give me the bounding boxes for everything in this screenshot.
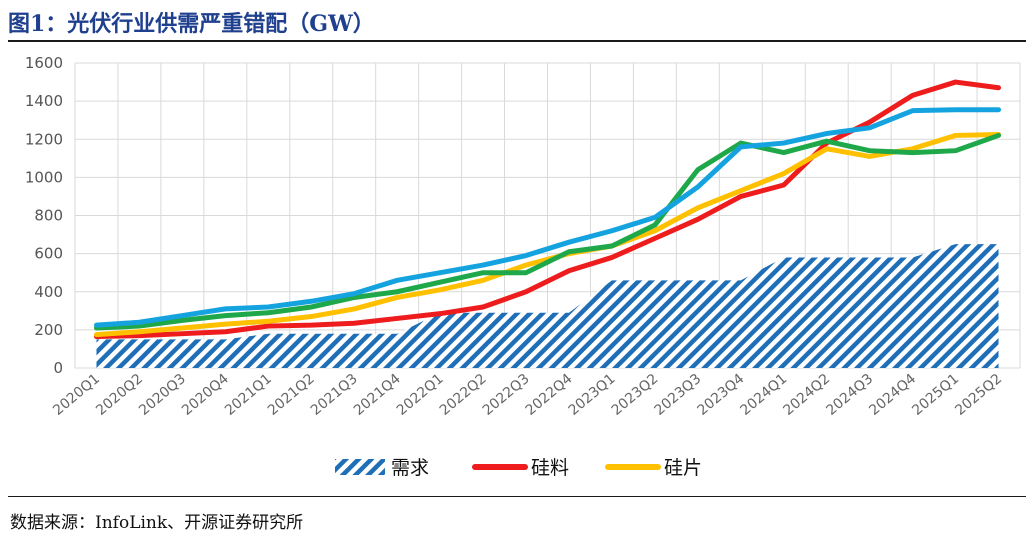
title-divider — [8, 40, 1026, 42]
x-tick-label: 2024Q3 — [823, 371, 876, 419]
x-tick-label: 2023Q2 — [609, 371, 662, 419]
x-tick-label: 2020Q1 — [50, 371, 103, 419]
x-tick-label: 2022Q4 — [523, 371, 576, 419]
legend-swatch-需求 — [335, 459, 385, 475]
footer-divider — [8, 496, 1026, 497]
y-tick-label: 400 — [34, 283, 63, 301]
series-line-硅片 — [93, 131, 1002, 338]
x-tick-label: 2024Q4 — [866, 371, 919, 419]
x-tick-label: 2023Q3 — [652, 371, 705, 419]
y-tick-label: 1400 — [25, 92, 63, 110]
x-tick-label: 2023Q4 — [695, 371, 748, 419]
x-tick-label: 2023Q1 — [566, 371, 619, 419]
x-tick-label: 2022Q1 — [394, 371, 447, 419]
x-tick-label: 2025Q2 — [952, 371, 1005, 419]
x-tick-label: 2024Q2 — [780, 371, 833, 419]
x-tick-label: 2022Q3 — [480, 371, 533, 419]
y-tick-label: 1200 — [25, 130, 63, 148]
series-lines-layer — [93, 79, 1002, 340]
legend-label-硅料: 硅料 — [531, 457, 569, 479]
series-line-电池片 — [93, 132, 1002, 331]
x-tick-label: 2021Q1 — [222, 371, 275, 419]
y-tick-label: 800 — [34, 207, 63, 225]
legend: 需求 硅料 硅片 — [335, 457, 702, 479]
demand-area — [96, 244, 999, 368]
y-tick-label: 1000 — [25, 168, 63, 186]
y-tick-label: 600 — [34, 245, 63, 263]
y-axis: 0 200 400 600 800 1000 1200 1400 1600 — [25, 54, 63, 377]
chart-title: 图1：光伏行业供需严重错配（GW） — [8, 11, 375, 37]
legend-label-硅片: 硅片 — [664, 457, 702, 479]
x-tick-label: 2024Q1 — [737, 371, 790, 419]
y-tick-label: 0 — [53, 359, 63, 377]
legend-label-需求: 需求 — [391, 457, 429, 479]
x-tick-label: 2021Q3 — [308, 371, 361, 419]
y-tick-label: 1600 — [25, 54, 63, 72]
demand-area-layer — [96, 244, 999, 368]
x-tick-label: 2025Q1 — [909, 371, 962, 419]
x-tick-label: 2022Q2 — [437, 371, 490, 419]
x-tick-label: 2020Q2 — [93, 371, 146, 419]
x-tick-label: 2021Q2 — [265, 371, 318, 419]
x-tick-label: 2020Q3 — [136, 371, 189, 419]
x-axis: 2020Q12020Q22020Q32020Q42021Q12021Q22021… — [50, 371, 1005, 419]
y-tick-label: 200 — [34, 321, 63, 339]
x-tick-label: 2021Q4 — [351, 371, 404, 419]
x-tick-label: 2020Q4 — [179, 371, 232, 419]
data-source-note: 数据来源：InfoLink、开源证券研究所 — [10, 513, 304, 533]
series-line-组件 — [93, 107, 1002, 328]
